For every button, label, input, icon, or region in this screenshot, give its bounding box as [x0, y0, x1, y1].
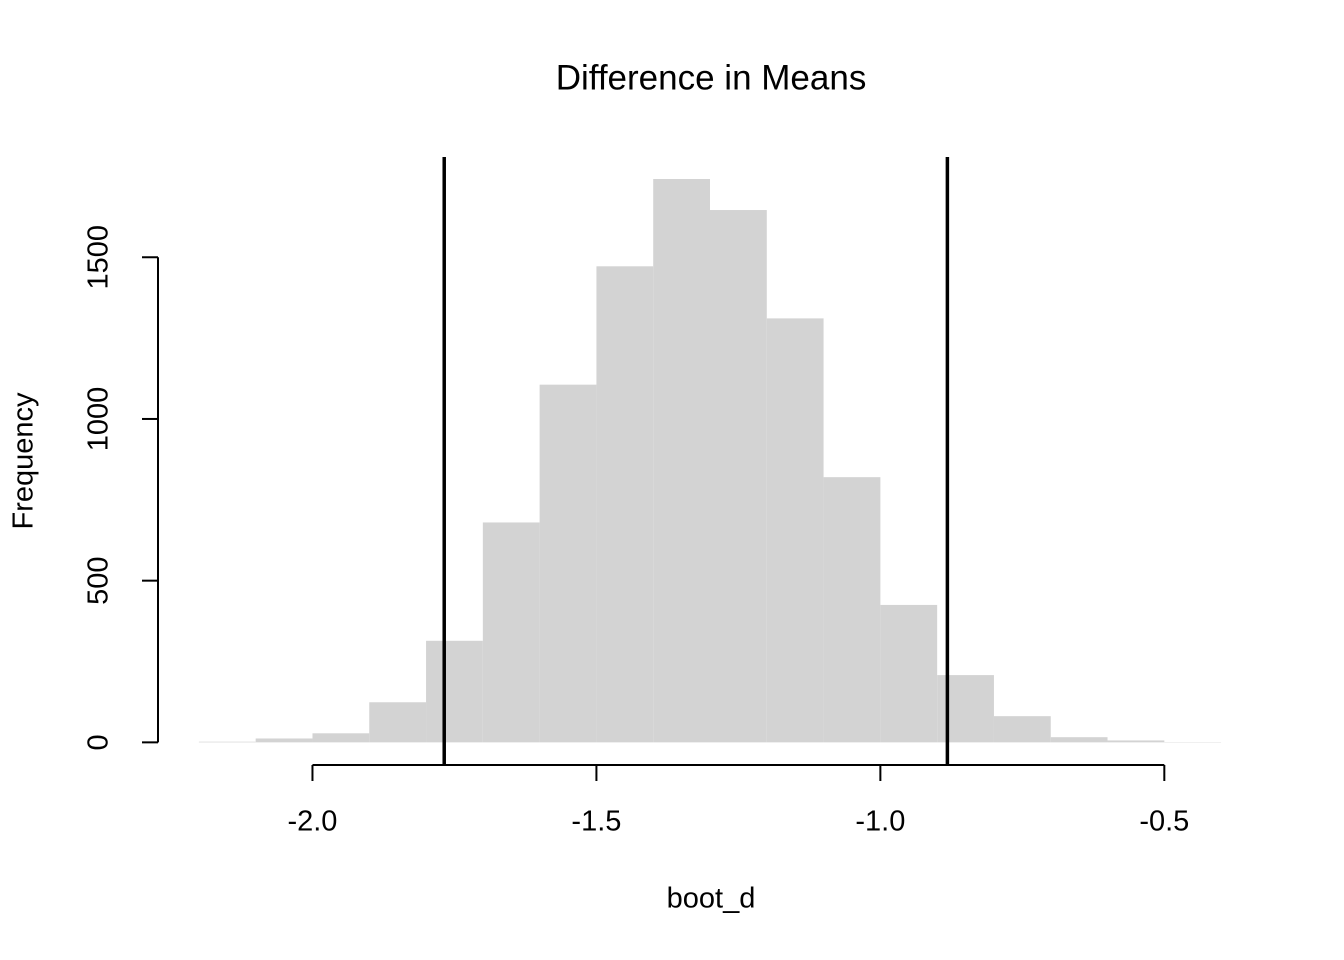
bar [766, 318, 824, 743]
bar [1107, 740, 1165, 743]
x-tick-label: -2.0 [287, 806, 337, 838]
bar [710, 210, 767, 743]
bar [823, 477, 881, 743]
bar [482, 522, 540, 743]
bar [369, 702, 427, 743]
chart-title: Difference in Means [556, 58, 867, 97]
x-tick-label: -1.0 [855, 806, 905, 838]
bar [1050, 737, 1108, 743]
x-tick-label: -1.5 [571, 806, 621, 838]
x-axis-label: boot_d [667, 883, 756, 915]
bar [993, 716, 1051, 743]
y-tick-label: 1500 [83, 225, 115, 290]
bar [653, 178, 710, 743]
y-axis-label: Frequency [8, 392, 40, 530]
x-tick-label: -0.5 [1139, 806, 1189, 838]
bar [255, 738, 313, 743]
bar [880, 604, 938, 743]
y-tick-label: 500 [83, 556, 115, 604]
y-tick-label: 1000 [83, 387, 115, 452]
bar [312, 733, 370, 743]
bar [539, 384, 597, 743]
bar [596, 266, 654, 743]
bar [426, 640, 483, 743]
y-tick-label: 0 [83, 734, 115, 750]
bar [198, 741, 256, 743]
